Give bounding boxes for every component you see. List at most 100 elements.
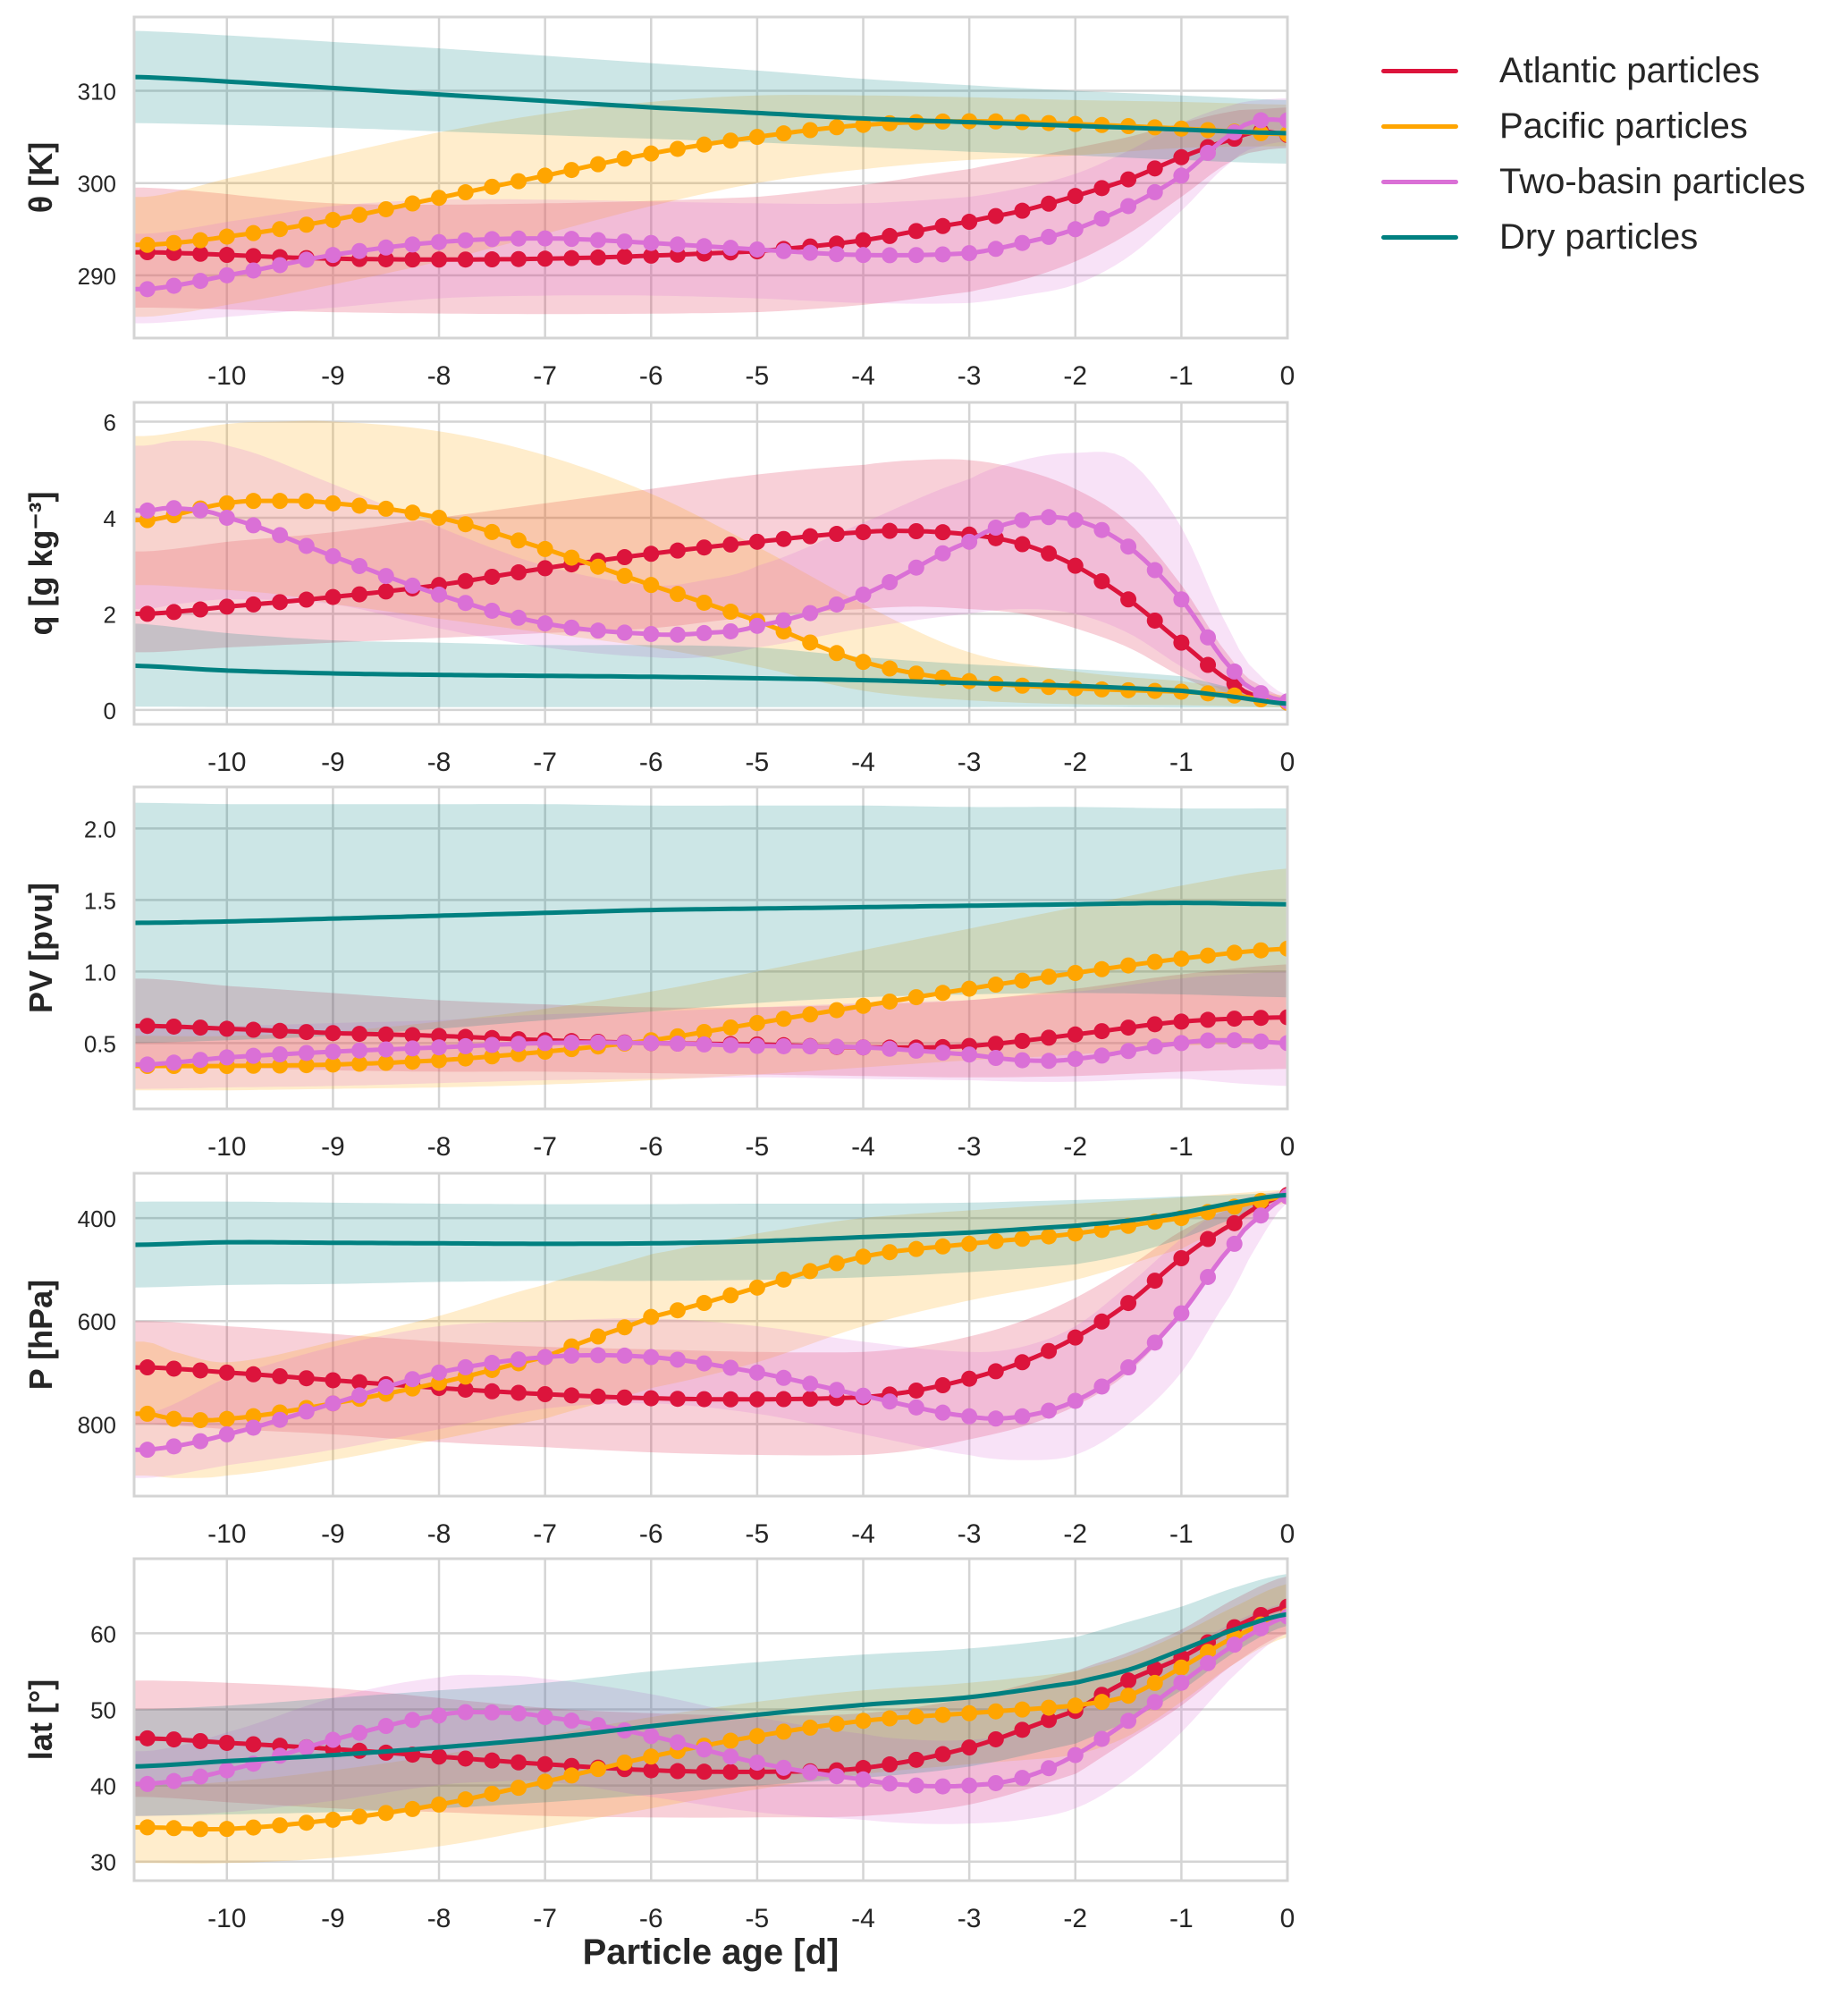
marker-atlantic-particles	[245, 1366, 262, 1383]
marker-two-basin-particles	[669, 236, 686, 253]
marker-two-basin-particles	[1200, 144, 1217, 161]
marker-pacific-particles	[139, 236, 156, 253]
marker-pacific-particles	[775, 125, 792, 142]
y-tick-label: 1.5	[84, 887, 116, 914]
x-tick-label: -2	[1063, 1519, 1087, 1549]
y-axis-label: lat [°]	[22, 1679, 59, 1760]
marker-atlantic-particles	[1014, 1354, 1031, 1371]
marker-atlantic-particles	[748, 533, 765, 550]
marker-pacific-particles	[907, 1240, 924, 1257]
marker-atlantic-particles	[907, 1751, 924, 1768]
marker-pacific-particles	[1093, 960, 1110, 977]
marker-two-basin-particles	[165, 277, 182, 294]
marker-two-basin-particles	[298, 1739, 315, 1756]
marker-pacific-particles	[563, 549, 580, 566]
marker-two-basin-particles	[907, 1399, 924, 1416]
marker-atlantic-particles	[165, 1018, 182, 1035]
marker-pacific-particles	[245, 1819, 262, 1836]
marker-two-basin-particles	[165, 1438, 182, 1455]
x-tick-label: -6	[639, 1904, 663, 1933]
marker-two-basin-particles	[404, 577, 421, 594]
marker-pacific-particles	[165, 1410, 182, 1427]
marker-two-basin-particles	[961, 1777, 978, 1794]
marker-pacific-particles	[748, 129, 765, 146]
marker-atlantic-particles	[298, 591, 315, 608]
marker-two-basin-particles	[218, 1425, 235, 1442]
marker-pacific-particles	[987, 1703, 1004, 1720]
y-tick-label: 4	[104, 505, 116, 532]
marker-two-basin-particles	[325, 547, 342, 564]
marker-pacific-particles	[1041, 968, 1058, 985]
marker-atlantic-particles	[1173, 1250, 1190, 1266]
marker-atlantic-particles	[722, 1391, 739, 1408]
marker-two-basin-particles	[855, 1387, 872, 1404]
marker-atlantic-particles	[1120, 591, 1137, 608]
marker-atlantic-particles	[457, 1381, 474, 1398]
marker-atlantic-particles	[987, 1363, 1004, 1380]
y-tick-label: 6	[104, 409, 116, 436]
marker-two-basin-particles	[165, 500, 182, 517]
marker-atlantic-particles	[1120, 171, 1137, 188]
marker-pacific-particles	[404, 504, 421, 521]
marker-two-basin-particles	[1120, 1713, 1137, 1730]
marker-pacific-particles	[431, 190, 448, 207]
marker-atlantic-particles	[722, 1763, 739, 1780]
marker-atlantic-particles	[855, 1760, 872, 1777]
axes-frame	[132, 1171, 1289, 1498]
band-pacific-particles	[134, 1189, 1287, 1478]
marker-two-basin-particles	[1279, 1035, 1287, 1052]
marker-atlantic-particles	[1253, 1010, 1270, 1027]
marker-two-basin-particles	[139, 502, 156, 519]
marker-atlantic-particles	[1067, 1026, 1084, 1043]
marker-two-basin-particles	[696, 1741, 713, 1758]
marker-two-basin-particles	[484, 1355, 501, 1372]
marker-pacific-particles	[192, 1821, 209, 1838]
marker-pacific-particles	[1226, 944, 1243, 961]
band-two-basin-particles	[134, 1603, 1287, 1824]
marker-atlantic-particles	[696, 1391, 713, 1408]
marker-two-basin-particles	[457, 595, 474, 612]
legend-item-two-basin: Two-basin particles	[1381, 154, 1805, 209]
marker-pacific-particles	[563, 1767, 580, 1784]
marker-atlantic-particles	[457, 251, 474, 268]
marker-pacific-particles	[669, 1302, 686, 1319]
marker-two-basin-particles	[351, 557, 368, 574]
marker-two-basin-particles	[855, 1039, 872, 1056]
marker-two-basin-particles	[696, 1036, 713, 1053]
marker-two-basin-particles	[643, 1349, 660, 1366]
marker-pacific-particles	[272, 1817, 289, 1834]
x-tick-label: -2	[1063, 1132, 1087, 1162]
x-tick-label: -6	[639, 1519, 663, 1549]
marker-two-basin-particles	[511, 1704, 527, 1721]
marker-pacific-particles	[802, 634, 819, 651]
marker-two-basin-particles	[511, 1036, 527, 1053]
marker-pacific-particles	[165, 1820, 182, 1837]
marker-two-basin-particles	[272, 257, 289, 274]
marker-two-basin-particles	[484, 602, 501, 619]
marker-pacific-particles	[272, 1057, 289, 1074]
marker-pacific-particles	[1120, 957, 1137, 974]
marker-pacific-particles	[722, 1019, 739, 1036]
marker-two-basin-particles	[934, 1045, 951, 1061]
marker-atlantic-particles	[511, 1754, 527, 1771]
x-tick-label: -6	[639, 748, 663, 777]
marker-pacific-particles	[828, 1715, 845, 1732]
marker-atlantic-particles	[511, 250, 527, 267]
x-tick-label: -5	[746, 748, 770, 777]
marker-two-basin-particles	[457, 1704, 474, 1721]
marker-two-basin-particles	[802, 244, 819, 261]
marker-two-basin-particles	[643, 1728, 660, 1745]
x-tick-label: -1	[1169, 1132, 1194, 1162]
marker-two-basin-particles	[1041, 1760, 1058, 1777]
marker-atlantic-particles	[1014, 1721, 1031, 1738]
marker-pacific-particles	[431, 1052, 448, 1069]
marker-pacific-particles	[961, 1704, 978, 1721]
marker-two-basin-particles	[669, 626, 686, 643]
marker-atlantic-particles	[431, 1028, 448, 1045]
marker-atlantic-particles	[377, 250, 394, 267]
marker-atlantic-particles	[218, 1364, 235, 1381]
x-tick-label: -8	[427, 1904, 451, 1933]
marker-pacific-particles	[802, 1006, 819, 1023]
marker-two-basin-particles	[1014, 512, 1031, 529]
axes-frame	[132, 785, 1289, 1111]
